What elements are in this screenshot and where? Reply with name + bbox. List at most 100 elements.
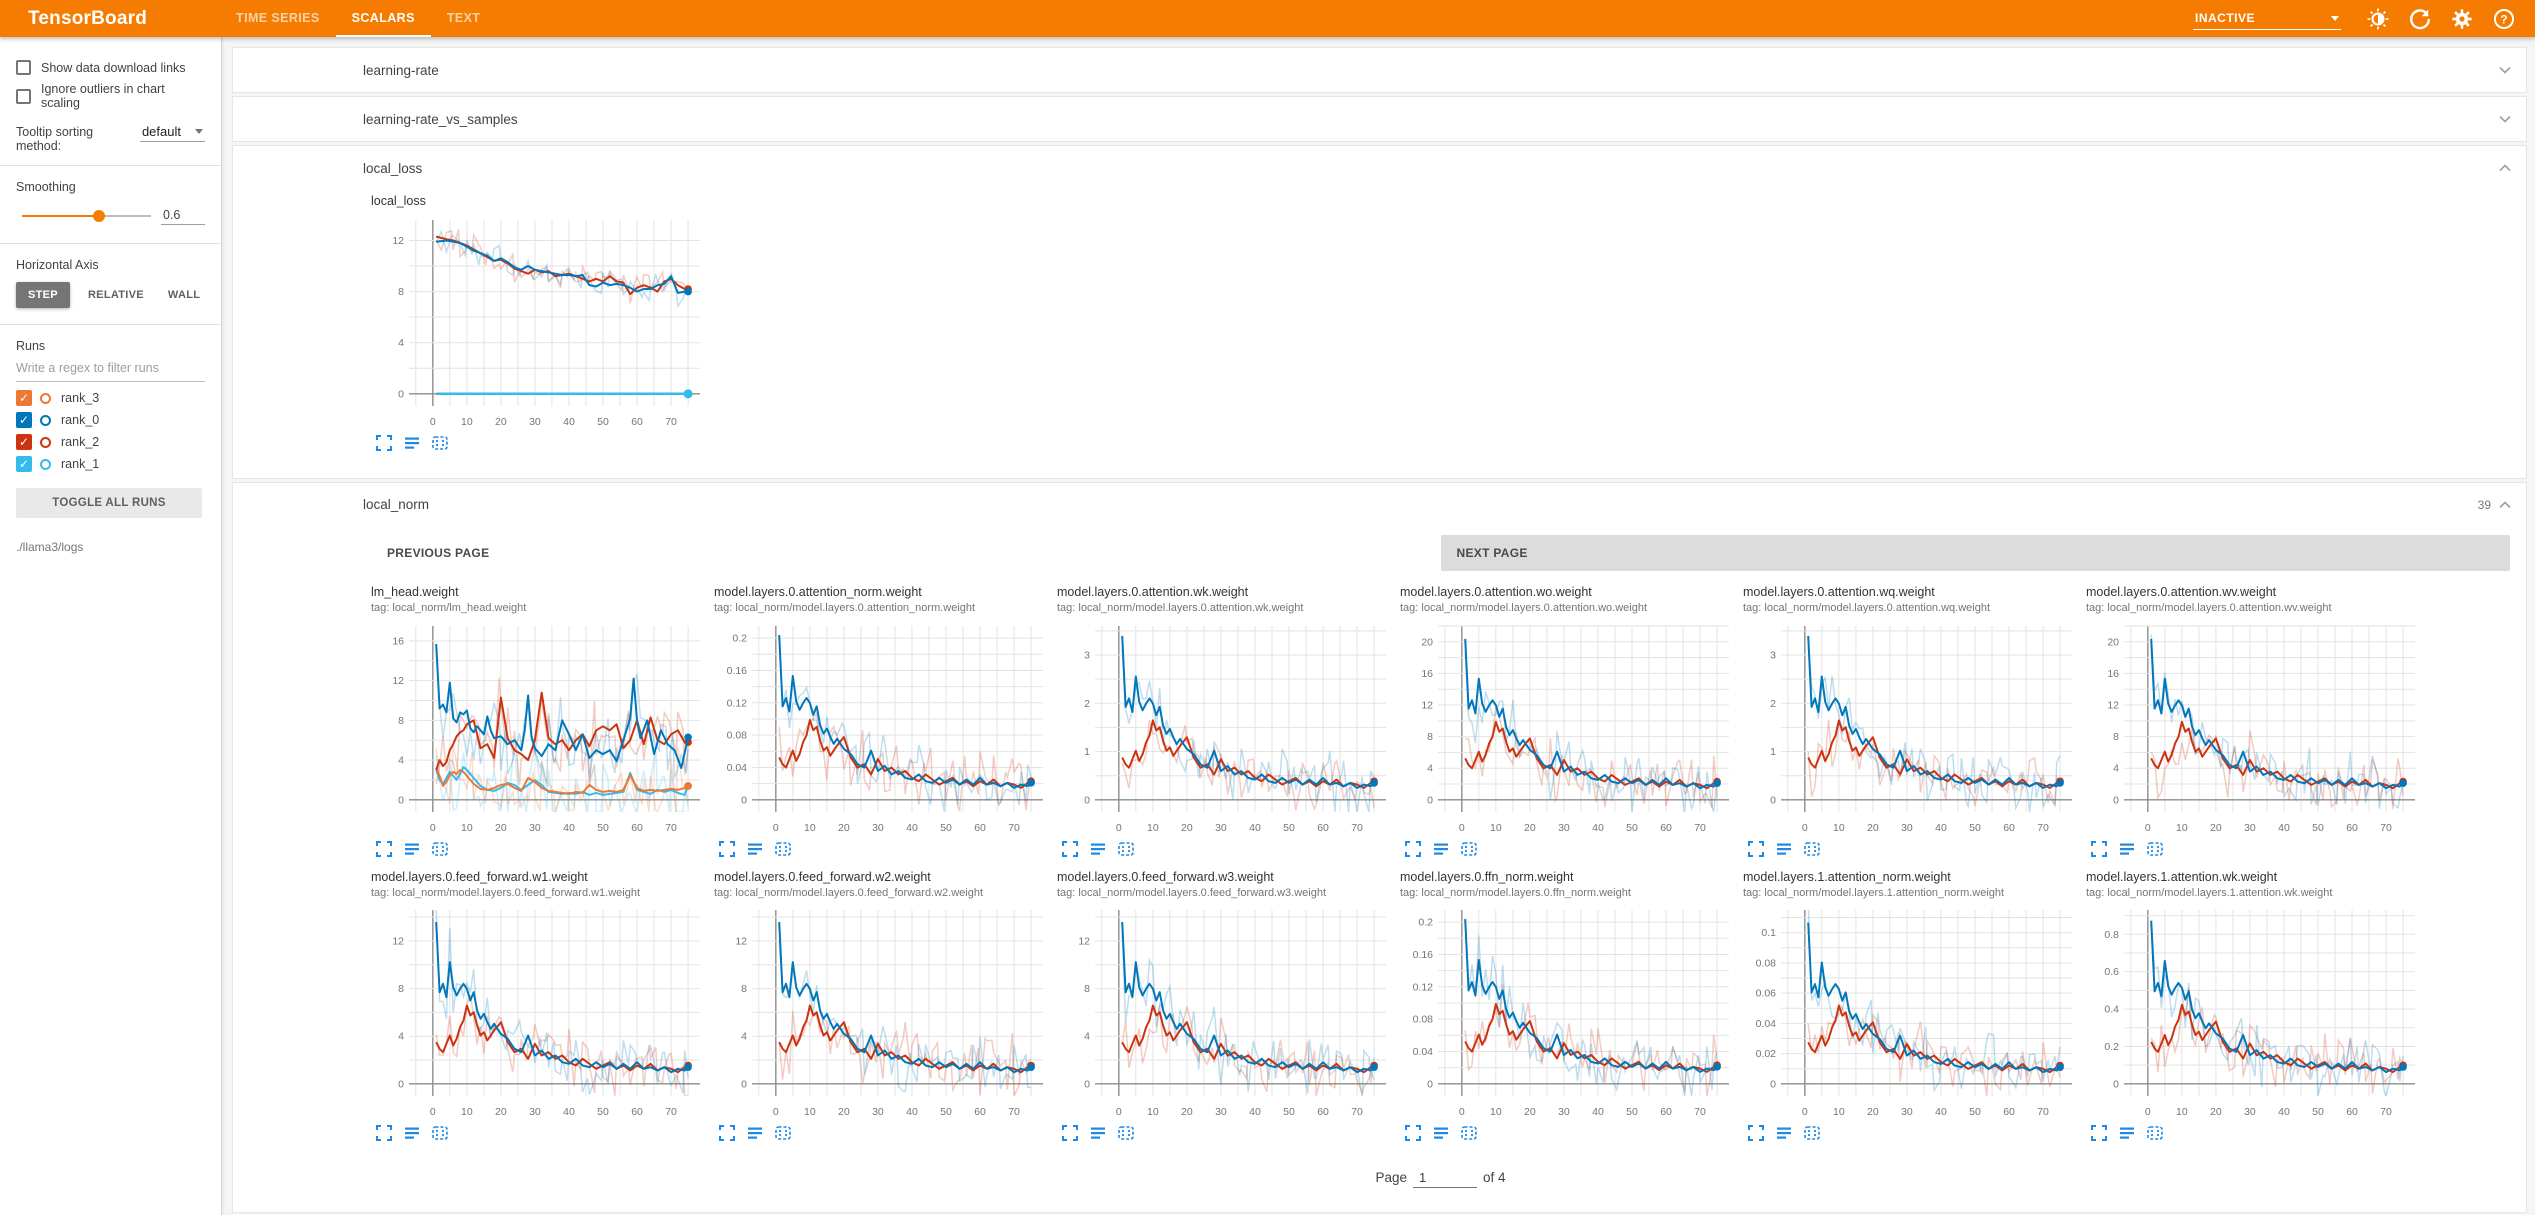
slider-handle[interactable] bbox=[93, 209, 106, 222]
fit-domain-icon[interactable] bbox=[2146, 1124, 2164, 1142]
expand-lines-icon[interactable] bbox=[1432, 1124, 1450, 1142]
fit-domain-icon[interactable] bbox=[1803, 840, 1821, 858]
svg-text:0: 0 bbox=[430, 822, 436, 834]
run-checkbox-icon[interactable]: ✓ bbox=[16, 456, 32, 472]
smoothing-slider[interactable] bbox=[22, 209, 151, 222]
run-checkbox-icon[interactable]: ✓ bbox=[16, 412, 32, 428]
expand-lines-icon[interactable] bbox=[746, 1124, 764, 1142]
fullscreen-icon[interactable] bbox=[718, 1124, 736, 1142]
scalar-line-chart[interactable]: 0 0.2 0.4 0.6 0.8 0 10 20 30 40 50 60 70 bbox=[2086, 904, 2421, 1122]
run-isolate-radio-icon[interactable] bbox=[40, 436, 51, 448]
tab-text[interactable]: TEXT bbox=[446, 10, 481, 25]
run-isolate-radio-icon[interactable] bbox=[40, 458, 51, 470]
expand-lines-icon[interactable] bbox=[2118, 840, 2136, 858]
run-item-rank_1[interactable]: ✓ rank_1 bbox=[16, 456, 205, 472]
expand-lines-icon[interactable] bbox=[1432, 840, 1450, 858]
svg-text:0: 0 bbox=[1770, 1079, 1776, 1091]
run-item-rank_2[interactable]: ✓ rank_2 bbox=[16, 434, 205, 450]
tooltip-sort-select[interactable]: default bbox=[139, 124, 205, 142]
run-item-rank_3[interactable]: ✓ rank_3 bbox=[16, 390, 205, 406]
scalar-line-chart[interactable]: 0 4 8 12 16 20 0 10 20 30 40 50 60 70 bbox=[1400, 620, 1735, 838]
fullscreen-icon[interactable] bbox=[1061, 840, 1079, 858]
expand-lines-icon[interactable] bbox=[746, 840, 764, 858]
smoothing-value-input[interactable] bbox=[161, 206, 205, 225]
axis-relative-button[interactable]: RELATIVE bbox=[87, 289, 144, 301]
run-isolate-radio-icon[interactable] bbox=[40, 414, 51, 426]
fit-domain-icon[interactable] bbox=[2146, 840, 2164, 858]
tab-scalars[interactable]: SCALARS bbox=[335, 0, 431, 37]
tab-time-series[interactable]: TIME SERIES bbox=[236, 10, 320, 25]
fit-domain-icon[interactable] bbox=[431, 434, 449, 452]
next-page-button[interactable]: NEXT PAGE bbox=[1440, 534, 2510, 571]
chart-toolbar bbox=[1400, 840, 1736, 858]
run-name: rank_0 bbox=[61, 413, 100, 427]
section-header-local-norm[interactable]: local_norm 39 bbox=[233, 483, 2526, 527]
section-header-local-loss[interactable]: local_loss bbox=[233, 146, 2526, 190]
expand-lines-icon[interactable] bbox=[403, 840, 421, 858]
scalar-line-chart[interactable]: 0 4 8 12 0 10 20 30 40 50 60 70 bbox=[371, 214, 706, 432]
fullscreen-icon[interactable] bbox=[375, 840, 393, 858]
scalar-line-chart[interactable]: 0 0.04 0.08 0.12 0.16 0.2 0 10 20 30 40 50 60 70 bbox=[714, 620, 1049, 838]
fullscreen-icon[interactable] bbox=[718, 840, 736, 858]
run-filter-input[interactable] bbox=[16, 357, 205, 382]
fit-domain-icon[interactable] bbox=[1117, 840, 1135, 858]
fit-domain-icon[interactable] bbox=[774, 1124, 792, 1142]
fullscreen-icon[interactable] bbox=[1404, 840, 1422, 858]
brightness-icon[interactable] bbox=[2367, 8, 2389, 30]
scalar-line-chart[interactable]: 0 4 8 12 0 10 20 30 40 50 60 70 bbox=[1057, 904, 1392, 1122]
fullscreen-icon[interactable] bbox=[375, 434, 393, 452]
axis-step-button[interactable]: STEP bbox=[16, 282, 70, 308]
fit-domain-icon[interactable] bbox=[1803, 1124, 1821, 1142]
scalar-line-chart[interactable]: 0 4 8 12 0 10 20 30 40 50 60 70 bbox=[371, 904, 706, 1122]
expand-lines-icon[interactable] bbox=[2118, 1124, 2136, 1142]
run-item-rank_0[interactable]: ✓ rank_0 bbox=[16, 412, 205, 428]
run-isolate-radio-icon[interactable] bbox=[40, 392, 51, 404]
fit-domain-icon[interactable] bbox=[431, 840, 449, 858]
svg-text:30: 30 bbox=[1558, 1106, 1570, 1118]
fit-domain-icon[interactable] bbox=[431, 1124, 449, 1142]
axis-wall-button[interactable]: WALL bbox=[167, 289, 201, 301]
run-checkbox-icon[interactable]: ✓ bbox=[16, 434, 32, 450]
settings-gear-icon[interactable] bbox=[2451, 8, 2473, 30]
svg-text:12: 12 bbox=[392, 235, 404, 247]
fullscreen-icon[interactable] bbox=[1061, 1124, 1079, 1142]
section-header-learning-rate-vs-samples[interactable]: learning-rate_vs_samples bbox=[233, 97, 2526, 141]
expand-lines-icon[interactable] bbox=[1089, 1124, 1107, 1142]
scalar-line-chart[interactable]: 0 4 8 12 16 0 10 20 30 40 50 60 70 bbox=[371, 620, 706, 838]
refresh-icon[interactable] bbox=[2409, 8, 2431, 30]
expand-lines-icon[interactable] bbox=[403, 1124, 421, 1142]
run-checkbox-icon[interactable]: ✓ bbox=[16, 390, 32, 406]
section-header-learning-rate[interactable]: learning-rate bbox=[233, 48, 2526, 92]
fit-domain-icon[interactable] bbox=[1117, 1124, 1135, 1142]
toggle-all-runs-button[interactable]: TOGGLE ALL RUNS bbox=[16, 488, 202, 518]
fullscreen-icon[interactable] bbox=[1404, 1124, 1422, 1142]
fit-domain-icon[interactable] bbox=[1460, 1124, 1478, 1142]
expand-lines-icon[interactable] bbox=[1089, 840, 1107, 858]
fit-domain-icon[interactable] bbox=[774, 840, 792, 858]
previous-page-button[interactable]: PREVIOUS PAGE bbox=[371, 535, 1441, 571]
fit-domain-icon[interactable] bbox=[1460, 840, 1478, 858]
fullscreen-icon[interactable] bbox=[2090, 840, 2108, 858]
scalar-line-chart[interactable]: 0 0.04 0.08 0.12 0.16 0.2 0 10 20 30 40 50 60 70 bbox=[1400, 904, 1735, 1122]
scalar-line-chart[interactable]: 0 0.02 0.04 0.06 0.08 0.1 0 10 20 30 40 50 60 70 bbox=[1743, 904, 2078, 1122]
reload-status-select[interactable]: INACTIVE bbox=[2193, 7, 2341, 30]
checkbox-icon bbox=[16, 88, 31, 104]
svg-text:16: 16 bbox=[2107, 667, 2119, 679]
fullscreen-icon[interactable] bbox=[1747, 840, 1765, 858]
expand-lines-icon[interactable] bbox=[1775, 840, 1793, 858]
fullscreen-icon[interactable] bbox=[1747, 1124, 1765, 1142]
fullscreen-icon[interactable] bbox=[2090, 1124, 2108, 1142]
help-icon[interactable]: ? bbox=[2493, 8, 2515, 30]
svg-text:0: 0 bbox=[1802, 822, 1808, 834]
expand-lines-icon[interactable] bbox=[403, 434, 421, 452]
expand-lines-icon[interactable] bbox=[1775, 1124, 1793, 1142]
scalar-line-chart[interactable]: 0 4 8 12 16 20 0 10 20 30 40 50 60 70 bbox=[2086, 620, 2421, 838]
ignore-outliers-checkbox[interactable]: Ignore outliers in chart scaling bbox=[16, 82, 205, 110]
show-download-links-checkbox[interactable]: Show data download links bbox=[16, 60, 205, 75]
page-number-input[interactable] bbox=[1413, 1168, 1477, 1189]
scalar-line-chart[interactable]: 0 4 8 12 0 10 20 30 40 50 60 70 bbox=[714, 904, 1049, 1122]
fullscreen-icon[interactable] bbox=[375, 1124, 393, 1142]
svg-text:4: 4 bbox=[398, 1031, 404, 1043]
